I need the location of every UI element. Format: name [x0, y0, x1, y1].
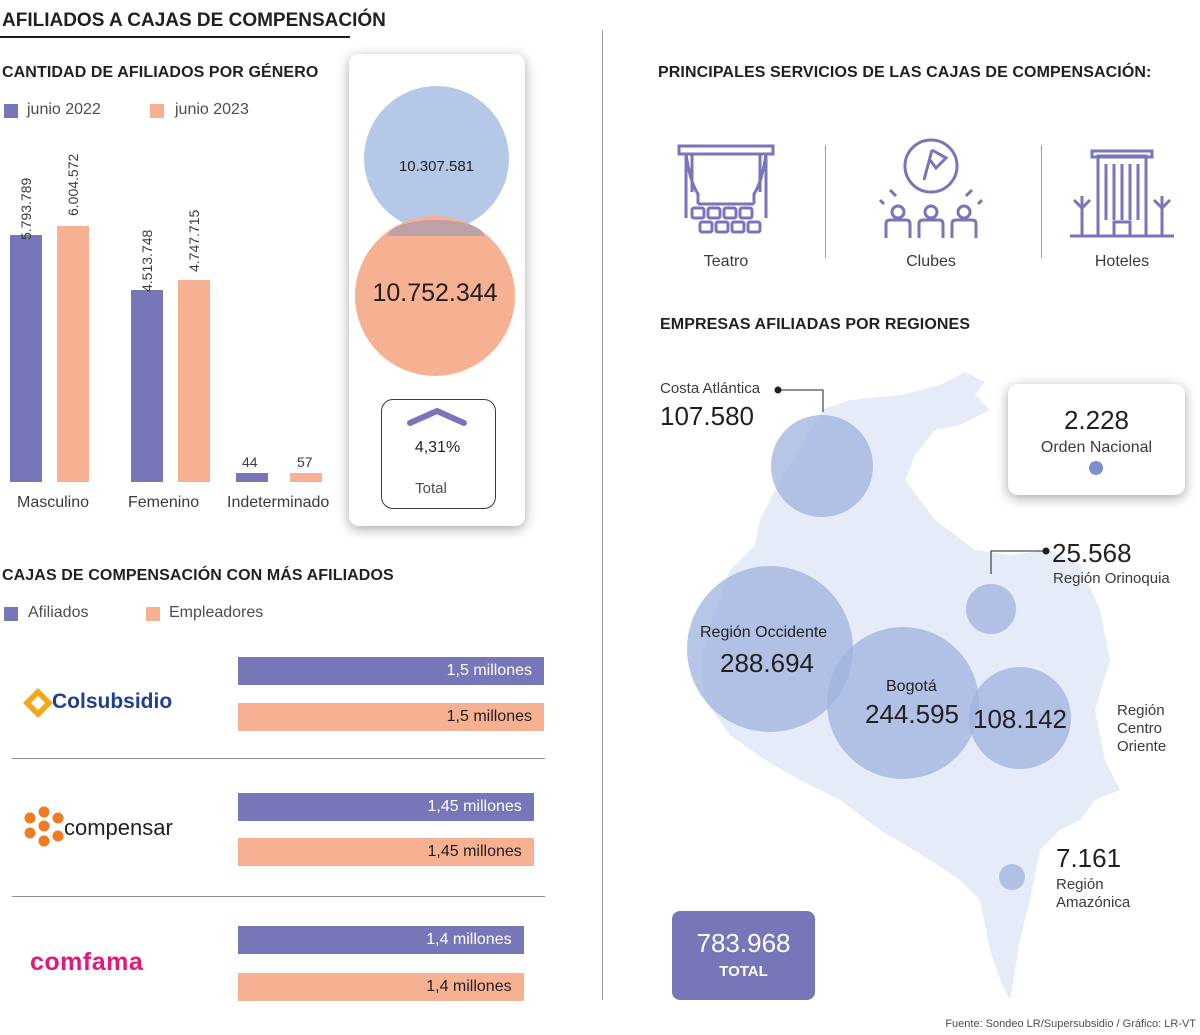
- chevron-up-icon: [407, 408, 467, 426]
- circle-costa-atlantica: [771, 415, 873, 517]
- bar-colsubsidio-afiliados: 1,5 millones: [238, 657, 544, 685]
- category-femenino: Femenino: [128, 494, 200, 511]
- legend-label-empleadores: Empleadores: [169, 604, 264, 621]
- centro-value: 108.142: [973, 704, 1067, 734]
- costa-name: Costa Atlántica: [660, 380, 761, 397]
- orden-nacional-name: Orden Nacional: [1040, 439, 1153, 456]
- bar-indeterminado-2022: [236, 473, 268, 482]
- orinoquia-value: 25.568: [1052, 538, 1132, 568]
- row-divider: [12, 896, 545, 897]
- bar-indeterminado-2023: [290, 473, 322, 482]
- bar-colsubsidio-empleadores: 1,5 millones: [238, 703, 544, 731]
- source-note: Fuente: Sondeo LR/Supersubsidio / Gráfic…: [945, 1018, 1196, 1030]
- amazonica-name-1: Región: [1056, 876, 1104, 893]
- orinoquia-name: Región Orinoquia: [1053, 570, 1170, 587]
- row-divider: [12, 758, 545, 759]
- change-value: 4,31%: [414, 439, 461, 456]
- legend-label-afiliados: Afiliados: [28, 604, 89, 621]
- bar-comfama-afiliados: 1,4 millones: [238, 926, 524, 954]
- theater-icon: [677, 144, 775, 234]
- legend-swatch-2023: [150, 104, 164, 118]
- gender-heading: CANTIDAD DE AFILIADOS POR GÉNERO: [2, 64, 319, 81]
- circle-orinoquia: [966, 584, 1016, 634]
- circle-occidente: [687, 566, 853, 732]
- hotel-icon: [1070, 149, 1174, 238]
- orden-nacional-dot: [1089, 461, 1103, 475]
- bar-compensar-empleadores: 1,45 millones: [238, 838, 534, 866]
- bar-masculino-2022: [10, 234, 42, 482]
- orden-nacional-card: [1008, 384, 1185, 495]
- regions-total-value: 783.968: [696, 928, 791, 958]
- bar-compensar-afiliados: 1,45 millones: [238, 793, 534, 821]
- legend-label-2022: junio 2022: [27, 101, 101, 118]
- compensar-logo: compensar: [64, 815, 173, 840]
- circle-overlap: [388, 220, 484, 236]
- legend-label-2023: junio 2023: [175, 101, 249, 118]
- title-underline: [0, 36, 350, 38]
- service-divider: [825, 145, 826, 258]
- legend-swatch-empleadores: [146, 607, 160, 621]
- bogota-value: 244.595: [865, 699, 959, 729]
- change-label: Total: [415, 480, 447, 497]
- circle-amazonica: [998, 863, 1026, 891]
- circle-bogota: [826, 626, 980, 780]
- category-masculino: Masculino: [17, 494, 90, 511]
- orden-nacional-value: 2.228: [1063, 405, 1130, 435]
- comfama-logo: comfama: [30, 948, 144, 976]
- column-divider: [602, 30, 603, 1000]
- occidente-name: Región Occidente: [700, 624, 828, 641]
- circle-centro-oriente: [969, 667, 1071, 769]
- service-label-hoteles: Hoteles: [1094, 253, 1150, 270]
- category-indeterminado: Indeterminado: [227, 494, 330, 511]
- occidente-value: 288.694: [720, 648, 814, 678]
- page-title: AFILIADOS A CAJAS DE COMPENSACIÓN: [2, 10, 386, 31]
- bar-comfama-empleadores: 1,4 millones: [238, 973, 524, 1001]
- club-icon: [878, 138, 984, 238]
- colsubsidio-logo-icon: [23, 688, 53, 718]
- service-label-teatro: Teatro: [703, 253, 749, 270]
- costa-value: 107.580: [660, 401, 754, 431]
- service-label-clubes: Clubes: [906, 253, 956, 270]
- regions-total-label: TOTAL: [719, 963, 768, 980]
- bogota-name: Bogotá: [886, 678, 937, 695]
- legend-swatch-afiliados: [4, 607, 18, 621]
- amazonica-value: 7.161: [1056, 843, 1122, 873]
- change-box: [381, 399, 496, 509]
- total-2022-label: 10.307.581: [398, 158, 475, 175]
- total-2023-circle: [355, 216, 515, 376]
- amazonica-name-2: Amazónica: [1056, 894, 1131, 911]
- compensar-logo-icon: [24, 806, 64, 847]
- bar-femenino-2023: [178, 279, 210, 482]
- legend-swatch-2022: [4, 104, 18, 118]
- total-2023-label: 10.752.344: [372, 279, 498, 307]
- services-heading: PRINCIPALES SERVICIOS DE LAS CAJAS DE CO…: [658, 64, 1152, 81]
- bar-masculino-2023: [57, 226, 89, 482]
- bar-femenino-2022: [131, 289, 163, 482]
- centro-name-3: Oriente: [1117, 738, 1167, 755]
- service-divider: [1041, 145, 1042, 258]
- colsubsidio-logo: Colsubsidio: [52, 690, 173, 713]
- total-2022-circle: [364, 86, 509, 231]
- value-label-indeterminado-2022: 44: [242, 454, 258, 470]
- regions-heading: EMPRESAS AFILIADAS POR REGIONES: [660, 316, 971, 333]
- centro-name-1: Región: [1117, 702, 1165, 719]
- centro-name-2: Centro: [1117, 720, 1163, 737]
- regions-total-box: [672, 911, 815, 1000]
- cajas-heading: CAJAS DE COMPENSACIÓN CON MÁS AFILIADOS: [2, 567, 394, 584]
- value-label-indeterminado-2023: 57: [297, 454, 313, 470]
